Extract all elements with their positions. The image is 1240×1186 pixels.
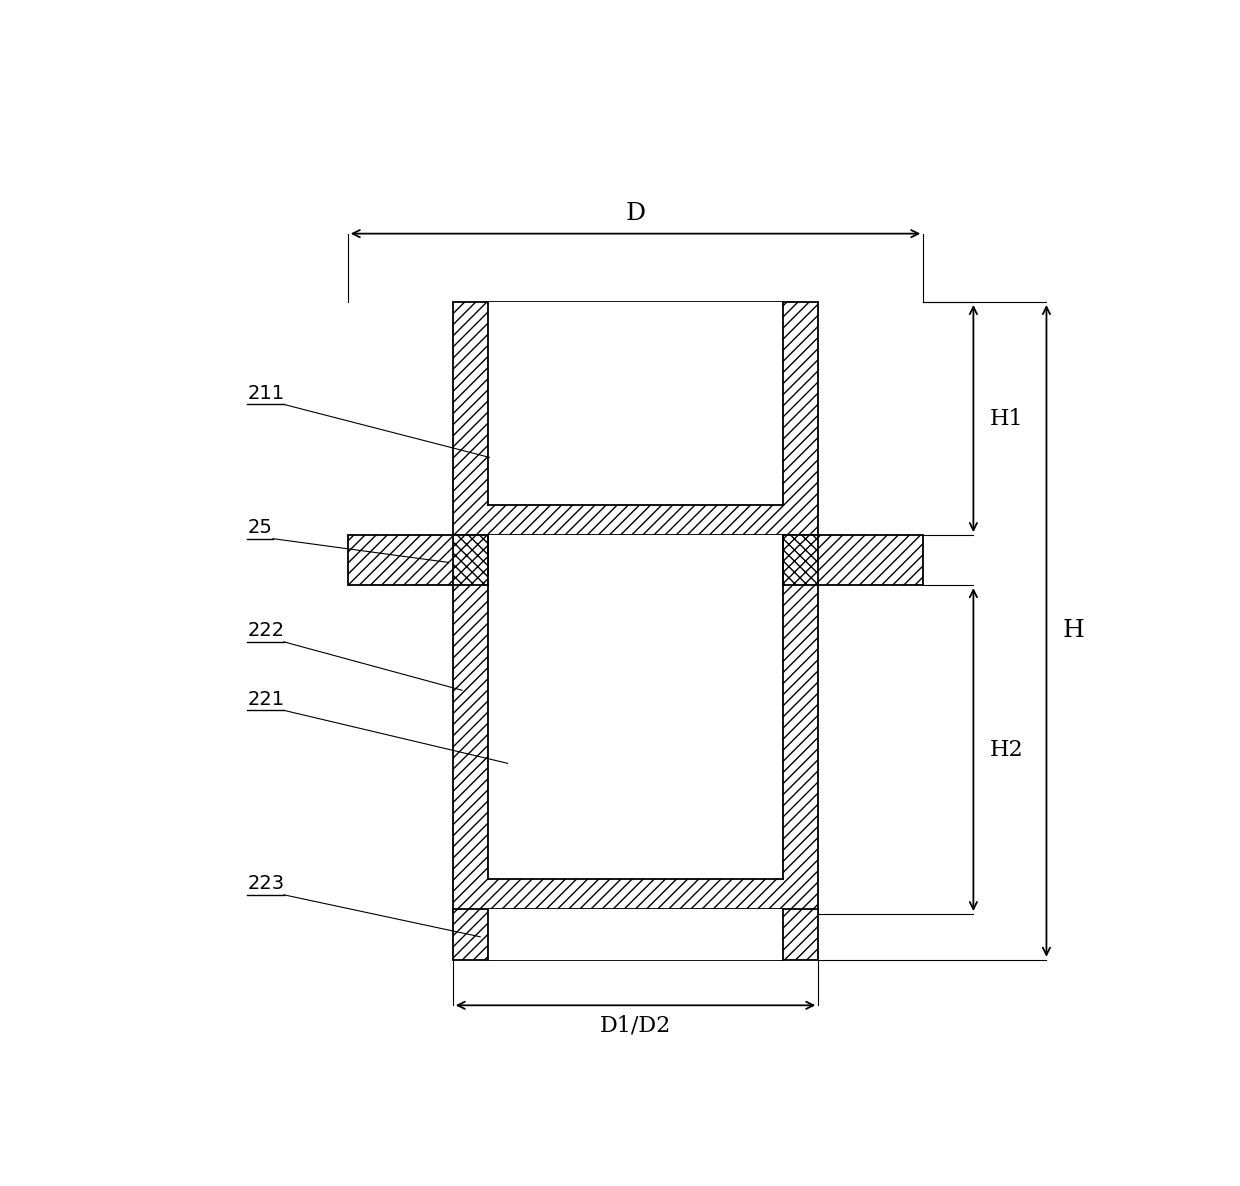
Bar (453, 910, 818, 959)
Bar (487, 302, 784, 505)
Bar (784, 535, 818, 585)
Bar (453, 581, 818, 914)
Text: 211: 211 (248, 383, 284, 402)
Text: D1/D2: D1/D2 (600, 1014, 671, 1037)
Text: H1: H1 (990, 408, 1023, 429)
Bar (487, 578, 784, 581)
Text: H2: H2 (990, 739, 1023, 760)
Bar (453, 302, 818, 540)
Bar (487, 581, 784, 879)
Text: 223: 223 (248, 874, 284, 893)
Text: D: D (625, 202, 646, 225)
Bar (487, 910, 784, 959)
Bar (487, 535, 784, 585)
Text: 222: 222 (248, 621, 284, 640)
Text: H: H (1063, 619, 1085, 643)
Text: 25: 25 (248, 518, 273, 537)
Bar (453, 535, 487, 585)
Text: 221: 221 (248, 689, 284, 708)
Bar (348, 535, 923, 585)
